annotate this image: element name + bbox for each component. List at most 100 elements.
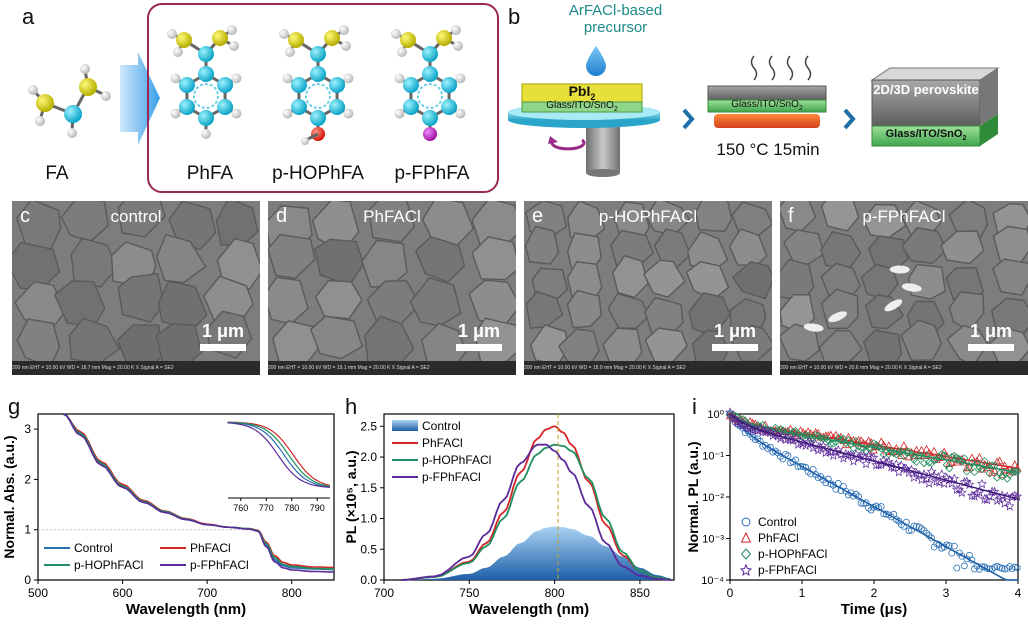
data-point bbox=[877, 503, 885, 510]
x-tick-label: 2 bbox=[871, 586, 878, 600]
data-point bbox=[1010, 467, 1019, 476]
x-tick-label: 800 bbox=[282, 586, 302, 600]
data-point bbox=[977, 465, 987, 474]
scale-bar-label: 1 μm bbox=[201, 321, 245, 341]
data-point bbox=[897, 451, 906, 460]
data-point bbox=[801, 431, 810, 440]
sem-title-d: PhFACl bbox=[363, 207, 421, 226]
data-point bbox=[905, 527, 913, 535]
x-tick-label: 750 bbox=[459, 586, 479, 600]
legend-label: p-HOPhFACl bbox=[758, 547, 827, 561]
data-point bbox=[951, 484, 962, 495]
inset-tick-label: 790 bbox=[310, 503, 325, 513]
molecule-name-fphfa: p-FPhFA bbox=[394, 163, 470, 184]
scale-bar-label: 1 μm bbox=[457, 321, 501, 341]
x-tick-label: 3 bbox=[943, 586, 950, 600]
data-point bbox=[990, 466, 999, 475]
x-tick-label: 700 bbox=[374, 586, 394, 600]
molecule-name-fa: FA bbox=[45, 163, 69, 184]
legend-label: p-FPhFACl bbox=[422, 470, 481, 484]
inset-series-2 bbox=[227, 421, 331, 486]
inset-tick-label: 780 bbox=[284, 503, 299, 513]
panel-label-h: h bbox=[345, 394, 358, 419]
drop-icon bbox=[586, 46, 606, 76]
fit-line-3 bbox=[729, 413, 1019, 474]
legend-swatch bbox=[392, 420, 418, 431]
data-point bbox=[942, 460, 951, 469]
data-point bbox=[778, 426, 787, 435]
data-point bbox=[924, 477, 934, 488]
data-point bbox=[974, 487, 985, 497]
series-area-control bbox=[401, 526, 671, 580]
data-point bbox=[836, 435, 845, 444]
data-point bbox=[1006, 563, 1014, 570]
plot-frame bbox=[37, 413, 335, 581]
data-point bbox=[987, 486, 997, 497]
data-point bbox=[912, 457, 921, 466]
inset-tick-label: 770 bbox=[259, 503, 274, 513]
data-point bbox=[957, 457, 966, 466]
substrate-label-2: Glass/ITO/SnO2 bbox=[731, 99, 803, 112]
scale-bar-label: 1 μm bbox=[969, 321, 1013, 341]
data-point bbox=[816, 433, 825, 443]
data-point bbox=[832, 485, 840, 493]
absorption-chart: 500 600 700 800 Wavelength (nm) Normal. Abs. … bbox=[1, 413, 335, 618]
sem-info-bar: 200 nm EHT = 10.00 kV WD = 20.6 mm Mag =… bbox=[780, 361, 1028, 375]
data-point bbox=[937, 450, 946, 459]
x-axis-label: Wavelength (nm) bbox=[126, 601, 246, 618]
perovskite-label: 2D/3D perovskite bbox=[873, 82, 979, 97]
molecule-structures bbox=[28, 3, 499, 193]
trpl-chart: 0 1 2 3 4 Time (μs) Normal. PL (a.u.) 10⁰ 10⁻¹ 10… bbox=[686, 407, 1023, 618]
panel-label-f: f bbox=[788, 205, 794, 227]
legend-marker bbox=[740, 531, 752, 543]
legend-label: Control bbox=[74, 541, 113, 555]
data-point bbox=[892, 450, 901, 459]
legend-label: PhFACl bbox=[190, 541, 231, 555]
x-tick-label: 850 bbox=[630, 586, 650, 600]
data-point bbox=[935, 452, 944, 461]
scale-bar: 1 μm bbox=[968, 321, 1014, 351]
fabrication-scheme bbox=[508, 46, 1000, 177]
data-point bbox=[970, 468, 979, 477]
data-point bbox=[811, 430, 820, 440]
y-tick-label: 0.0 bbox=[360, 573, 377, 587]
legend-marker bbox=[741, 517, 751, 527]
aryl-molecules bbox=[167, 25, 466, 145]
inset-series-1 bbox=[227, 421, 331, 488]
x-tick-label: 0 bbox=[727, 586, 734, 600]
chevron-right-icon-2 bbox=[843, 108, 856, 130]
data-point bbox=[765, 427, 776, 438]
panel-label-e: e bbox=[532, 205, 544, 227]
data-point bbox=[949, 473, 960, 484]
data-point bbox=[844, 432, 853, 441]
molecule-name-hophfa: p-HOPhFA bbox=[272, 163, 364, 184]
data-point bbox=[776, 425, 785, 434]
x-tick-label: 700 bbox=[197, 586, 217, 600]
y-tick-label: 10⁰ bbox=[707, 409, 724, 421]
sem-image-f: f p-FPhFACl 1 μm 200 nm EHT = 10.00 kV WD =… bbox=[780, 201, 1028, 375]
data-point bbox=[871, 459, 882, 470]
x-tick-label: 600 bbox=[113, 586, 133, 600]
panel-label-c: c bbox=[20, 205, 30, 227]
scale-bar: 1 μm bbox=[712, 321, 758, 351]
data-point bbox=[967, 458, 976, 467]
y-tick-label: 1.0 bbox=[360, 512, 377, 526]
sem-info-bar: 200 nm EHT = 10.00 kV WD = 19.1 mm Mag =… bbox=[268, 361, 516, 375]
x-tick-label: 800 bbox=[545, 586, 565, 600]
data-point bbox=[1003, 474, 1012, 483]
data-point bbox=[928, 534, 936, 542]
scale-bar: 1 μm bbox=[200, 321, 246, 351]
y-tick-label: 2 bbox=[24, 472, 31, 486]
legend-marker bbox=[739, 563, 753, 577]
data-point bbox=[906, 464, 917, 475]
sem-info-bar: 200 nm EHT = 10.00 kV WD = 18.0 mm Mag =… bbox=[524, 361, 772, 375]
sem-image-c: c control 1 μm 200 nm EHT = 10.00 kV WD = 1… bbox=[12, 201, 260, 375]
series-line-4 bbox=[62, 413, 335, 573]
data-point bbox=[805, 438, 816, 448]
arrow-icon bbox=[120, 52, 160, 145]
data-point bbox=[874, 443, 883, 452]
sem-info-bar: 200 nm EHT = 10.00 kV WD = 18.7 mm Mag =… bbox=[12, 361, 260, 375]
x-axis-label: Time (μs) bbox=[841, 601, 907, 618]
data-point bbox=[963, 555, 971, 563]
series-line-2 bbox=[401, 425, 671, 581]
